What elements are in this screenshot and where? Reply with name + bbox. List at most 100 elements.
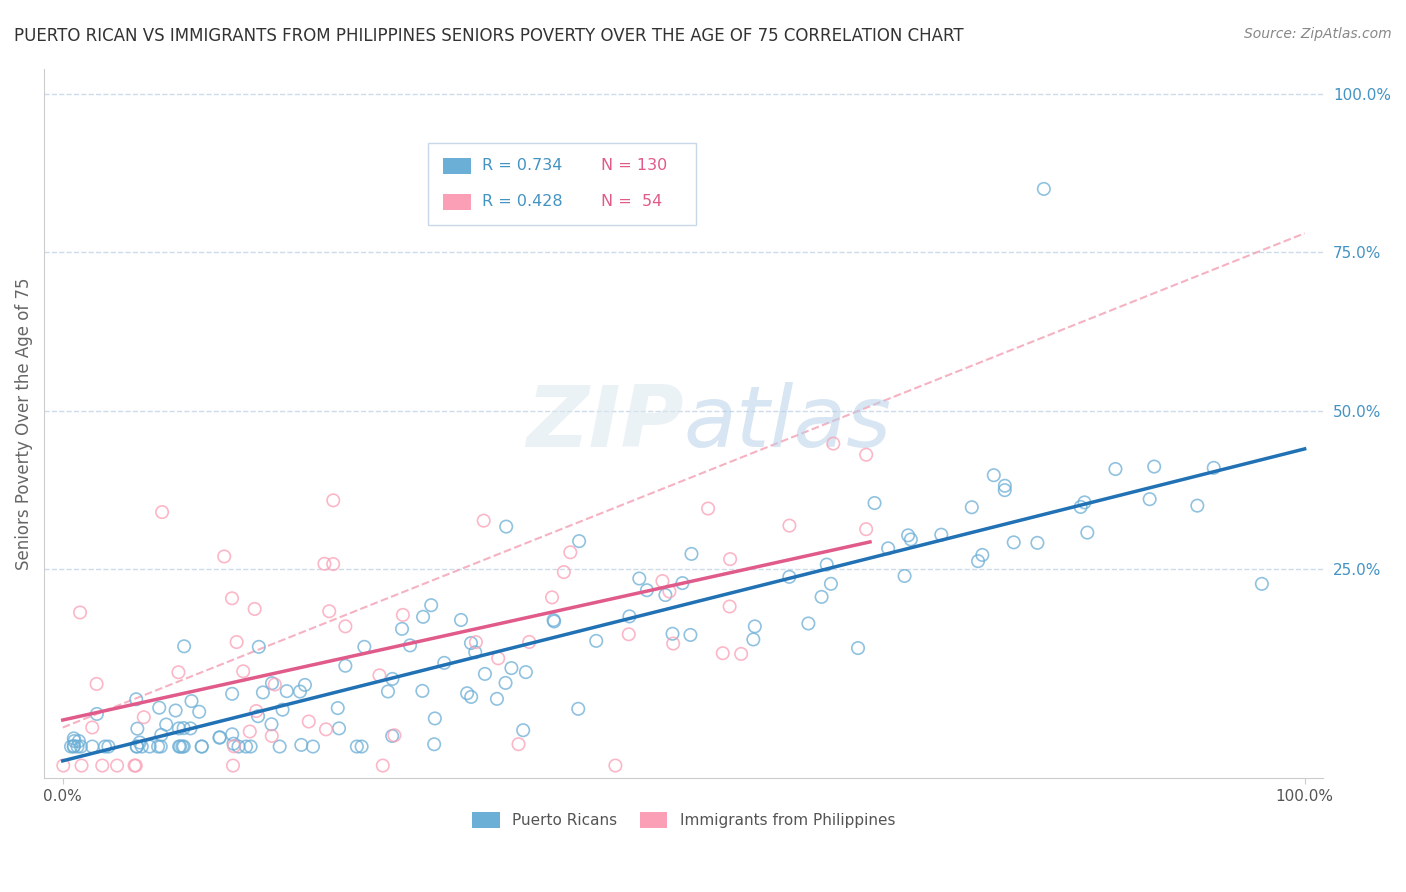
Point: [423, 711, 446, 725]
Point: [810, 590, 832, 604]
Point: [1187, 499, 1209, 513]
Point: [228, 739, 250, 754]
Point: [1073, 495, 1095, 509]
Point: [314, 557, 336, 571]
Point: [967, 554, 990, 568]
Point: [260, 717, 283, 731]
Point: [778, 570, 800, 584]
Point: [322, 557, 344, 571]
Point: [60, 739, 83, 754]
Point: [125, 739, 148, 754]
Point: [460, 690, 482, 704]
Point: [82, 721, 104, 735]
Point: [1202, 461, 1225, 475]
Point: [515, 665, 537, 680]
Point: [605, 758, 627, 772]
Point: [855, 448, 877, 462]
Point: [150, 505, 173, 519]
Point: [247, 640, 270, 654]
Text: N = 130: N = 130: [600, 159, 666, 173]
Point: [63, 734, 86, 748]
Point: [1104, 462, 1126, 476]
Point: [1143, 459, 1166, 474]
Point: [222, 758, 245, 772]
Point: [399, 639, 422, 653]
Point: [67, 734, 90, 748]
Point: [221, 727, 243, 741]
Point: [628, 572, 651, 586]
Point: [232, 665, 254, 679]
Point: [124, 758, 146, 772]
Point: [155, 717, 177, 731]
Point: [486, 651, 509, 665]
Point: [173, 739, 195, 754]
Point: [125, 692, 148, 706]
Point: [165, 704, 187, 718]
Point: [132, 710, 155, 724]
Point: [679, 628, 702, 642]
Point: [1032, 182, 1054, 196]
Point: [294, 678, 316, 692]
Point: [433, 656, 456, 670]
Point: [651, 574, 673, 588]
Point: [290, 738, 312, 752]
Point: [636, 583, 658, 598]
Point: [150, 728, 173, 742]
Point: [335, 658, 357, 673]
Legend: Puerto Ricans, Immigrants from Philippines: Puerto Ricans, Immigrants from Philippin…: [467, 806, 901, 834]
Point: [972, 548, 994, 562]
Point: [778, 518, 800, 533]
Point: [929, 527, 952, 541]
Point: [384, 728, 406, 742]
Point: [897, 528, 920, 542]
Point: [658, 584, 681, 599]
Text: Source: ZipAtlas.com: Source: ZipAtlas.com: [1244, 27, 1392, 41]
Point: [247, 709, 270, 723]
Point: [662, 636, 685, 650]
Point: [617, 627, 640, 641]
Point: [543, 615, 565, 629]
Point: [276, 684, 298, 698]
Point: [512, 723, 534, 738]
Point: [517, 635, 540, 649]
Point: [180, 694, 202, 708]
Point: [983, 468, 1005, 483]
Point: [212, 549, 235, 564]
Point: [877, 541, 900, 556]
Point: [138, 739, 160, 754]
Point: [567, 702, 589, 716]
Point: [263, 677, 285, 691]
Point: [328, 722, 350, 736]
Point: [318, 604, 340, 618]
Point: [70, 739, 93, 754]
Point: [146, 739, 169, 754]
Point: [63, 739, 86, 753]
Point: [52, 758, 75, 772]
Point: [167, 739, 190, 754]
Point: [172, 739, 194, 754]
Point: [1002, 535, 1025, 549]
Point: [1139, 492, 1161, 507]
Point: [994, 483, 1017, 497]
Point: [450, 613, 472, 627]
Point: [86, 677, 108, 691]
Point: [619, 609, 641, 624]
Point: [456, 686, 478, 700]
Point: [381, 729, 404, 743]
Point: [391, 622, 413, 636]
Point: [190, 739, 212, 754]
Point: [167, 665, 190, 680]
Point: [173, 640, 195, 654]
Text: R = 0.734: R = 0.734: [482, 159, 562, 173]
Point: [718, 552, 741, 566]
Point: [243, 602, 266, 616]
Point: [208, 731, 231, 745]
Point: [846, 641, 869, 656]
Point: [188, 705, 211, 719]
Text: atlas: atlas: [683, 382, 891, 465]
Point: [125, 758, 148, 772]
Point: [105, 758, 128, 772]
Point: [125, 739, 148, 754]
Point: [225, 635, 247, 649]
Point: [353, 640, 375, 654]
